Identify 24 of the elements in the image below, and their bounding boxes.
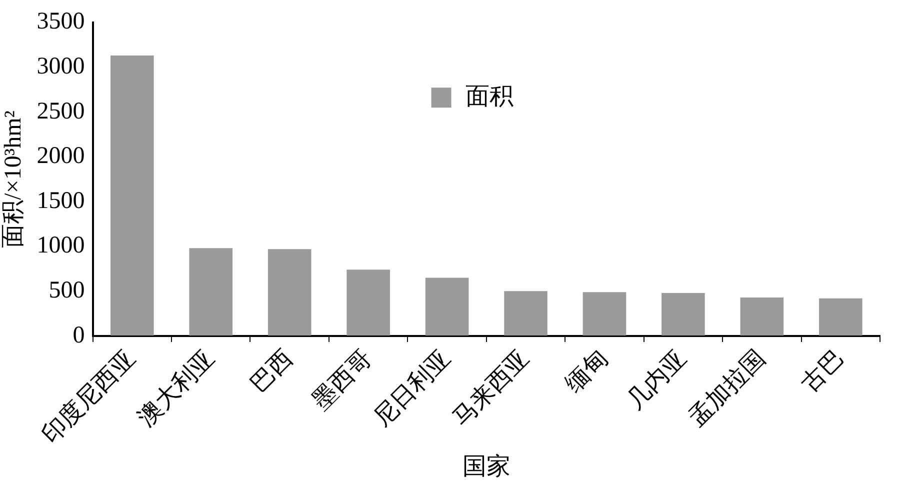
bar (740, 297, 784, 336)
x-tick-label: 古巴 (797, 345, 850, 398)
bar (346, 270, 390, 336)
x-tick-label: 巴西 (246, 345, 298, 398)
bar (504, 291, 548, 336)
y-tick-label: 2500 (36, 98, 85, 124)
bar (110, 56, 154, 336)
y-tick-label: 3000 (36, 53, 85, 80)
bar (425, 278, 469, 336)
x-tick-label: 缅甸 (560, 345, 614, 398)
y-axis-title: 面积/×10³hm² (0, 110, 27, 248)
bar (268, 249, 312, 336)
bar (662, 292, 705, 336)
legend-label: 面积 (465, 84, 514, 110)
bar (818, 298, 862, 336)
y-tick-label: 1500 (36, 188, 85, 214)
y-tick-label: 0 (72, 322, 85, 348)
y-tick-label: 2000 (36, 143, 85, 170)
y-tick-label: 3500 (36, 8, 85, 35)
x-axis-title: 国家 (462, 452, 510, 480)
y-tick-label: 1000 (36, 232, 85, 259)
bar (189, 248, 233, 336)
y-tick-label: 500 (48, 277, 85, 304)
bar (582, 292, 626, 336)
